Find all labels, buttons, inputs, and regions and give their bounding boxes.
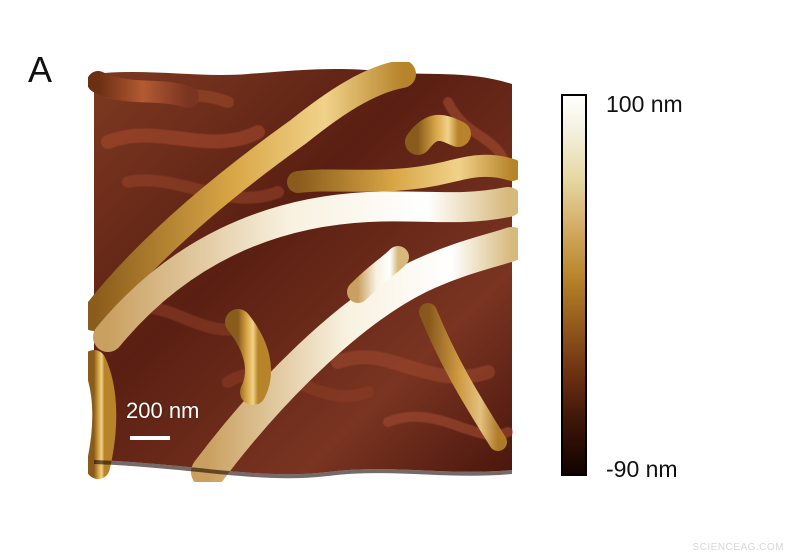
afm-height-image	[88, 62, 518, 482]
fiber-5	[405, 114, 471, 155]
fiber-2	[93, 187, 518, 352]
fiber-8	[225, 309, 271, 405]
fiber-6	[88, 350, 117, 479]
colorbar-min-label: -90 nm	[606, 456, 678, 482]
colorbar-max-label: 100 nm	[606, 91, 683, 117]
fiber-9	[347, 246, 409, 303]
fiber-1	[88, 62, 416, 331]
panel-label: A	[28, 49, 53, 90]
fiber-4	[287, 154, 518, 193]
scale-bar	[130, 436, 170, 440]
scale-bar-label: 200 nm	[126, 398, 200, 423]
afm-bottom-edge-shadow	[94, 460, 512, 479]
fiber-3	[191, 227, 518, 482]
height-colorbar	[561, 94, 587, 476]
fiber-7	[419, 303, 507, 451]
fiber-10	[88, 71, 199, 108]
watermark: SCIENCEAG.COM	[692, 542, 784, 553]
